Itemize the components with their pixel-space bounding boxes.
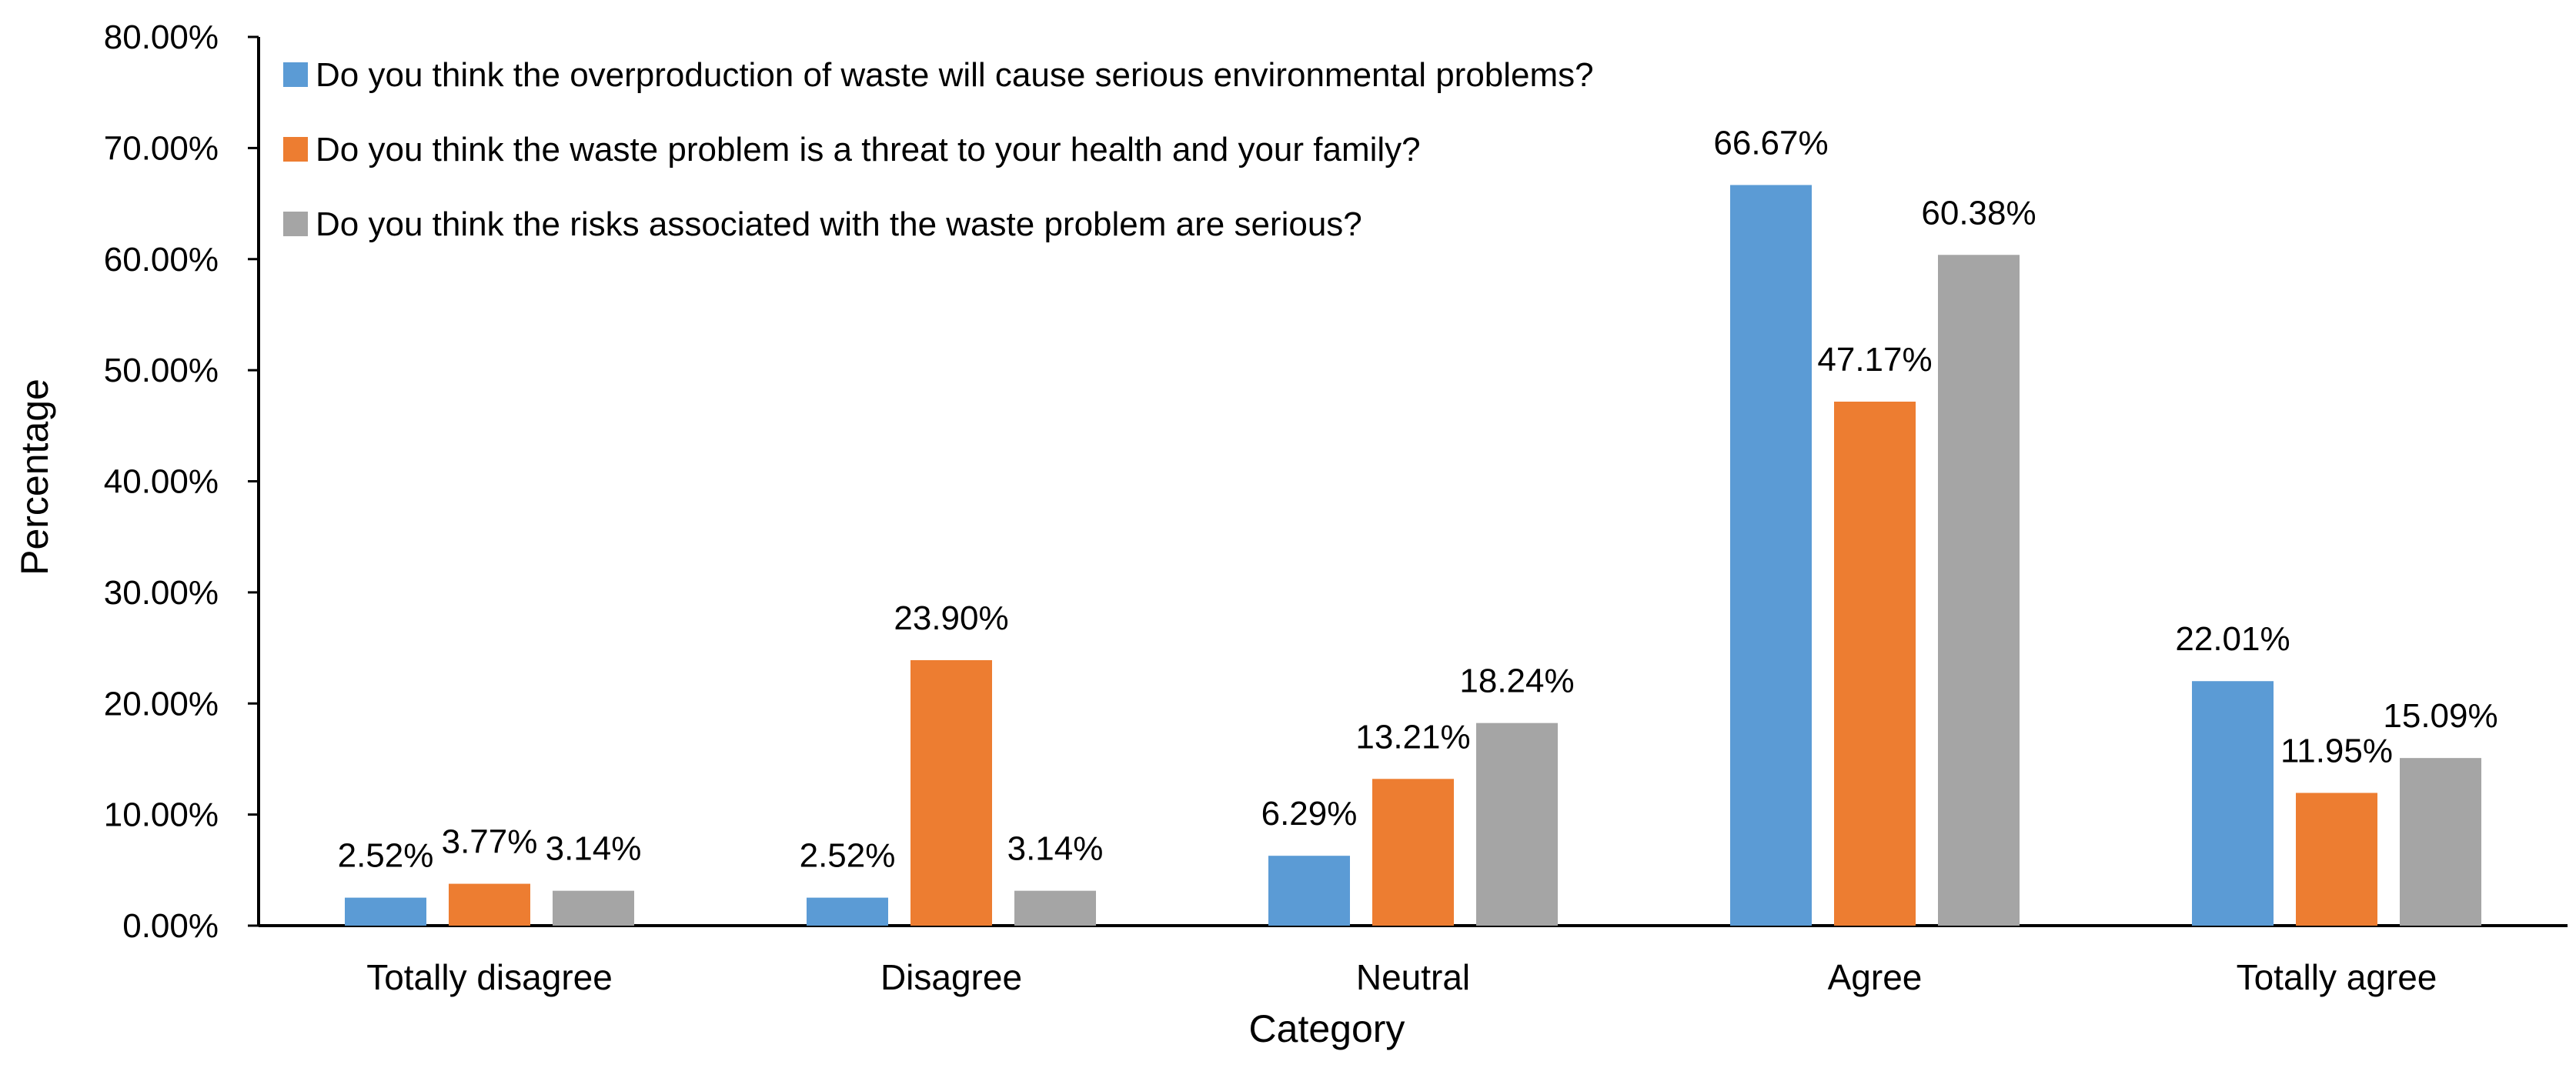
x-axis-title: Category [1249,1007,1405,1050]
legend-swatch [283,62,308,87]
x-category-label: Totally disagree [366,957,613,997]
y-tick-label: 0.00% [122,907,219,945]
data-label: 47.17% [1817,341,1932,379]
data-label: 22.01% [2175,620,2290,658]
bar [345,897,426,926]
legend-swatch [283,137,308,162]
legend-entry-label: Do you think the waste problem is a thre… [316,131,1421,169]
bar [2192,681,2274,926]
data-label: 23.90% [894,599,1008,637]
data-label: 2.52% [800,837,896,875]
data-label: 11.95% [2280,732,2393,769]
y-tick-label: 80.00% [104,18,219,56]
y-tick-label: 10.00% [104,796,219,834]
bar [553,890,634,926]
bar [1372,779,1454,926]
y-tick-label: 40.00% [104,463,219,501]
y-tick-label: 30.00% [104,574,219,612]
x-category-label: Disagree [880,957,1022,997]
data-label: 60.38% [1921,194,2036,232]
bar [1476,723,1558,926]
data-label: 15.09% [2383,697,2497,735]
y-tick-label: 70.00% [104,129,219,167]
legend-entry-label: Do you think the overproduction of waste… [316,56,1594,94]
data-label: 13.21% [1355,718,1470,756]
axes-layer: 0.00% 10.00% 20.00% 30.00% 40.00% 50.00% 60.00… [104,18,2568,997]
data-label: 2.52% [338,837,434,875]
data-label: 3.14% [1007,830,1104,868]
y-axis-title: Percentage [13,379,56,576]
data-labels-layer: 2.52% 3.77% 3.14% 2.52%23.90%3.14%6.29%13.2… [338,124,2498,874]
x-category-label: Agree [1828,957,1923,997]
bar [449,883,530,926]
y-tick-label: 20.00% [104,685,219,723]
x-category-label: Totally agree [2237,957,2437,997]
bars-layer [345,185,2481,926]
legend: Do you think the overproduction of waste… [283,56,1594,243]
legend-entry-label: Do you think the risks associated with t… [316,205,1362,243]
data-label: 3.14% [546,830,642,868]
bar [1014,890,1096,926]
data-label: 3.77% [442,823,538,861]
bar [1938,255,2020,926]
bar [1268,856,1350,926]
data-label: 18.24% [1459,662,1574,700]
bar [2400,758,2481,926]
x-category-label: Neutral [1356,957,1470,997]
y-tick-label: 60.00% [104,241,219,279]
bar [1730,185,1812,926]
bar [807,897,888,926]
data-label: 66.67% [1713,124,1828,162]
y-tick-label: 50.00% [104,352,219,389]
bar [910,659,992,926]
data-label: 6.29% [1261,795,1358,833]
legend-swatch [283,212,308,236]
bar [1834,401,1916,926]
bar [2296,793,2377,926]
